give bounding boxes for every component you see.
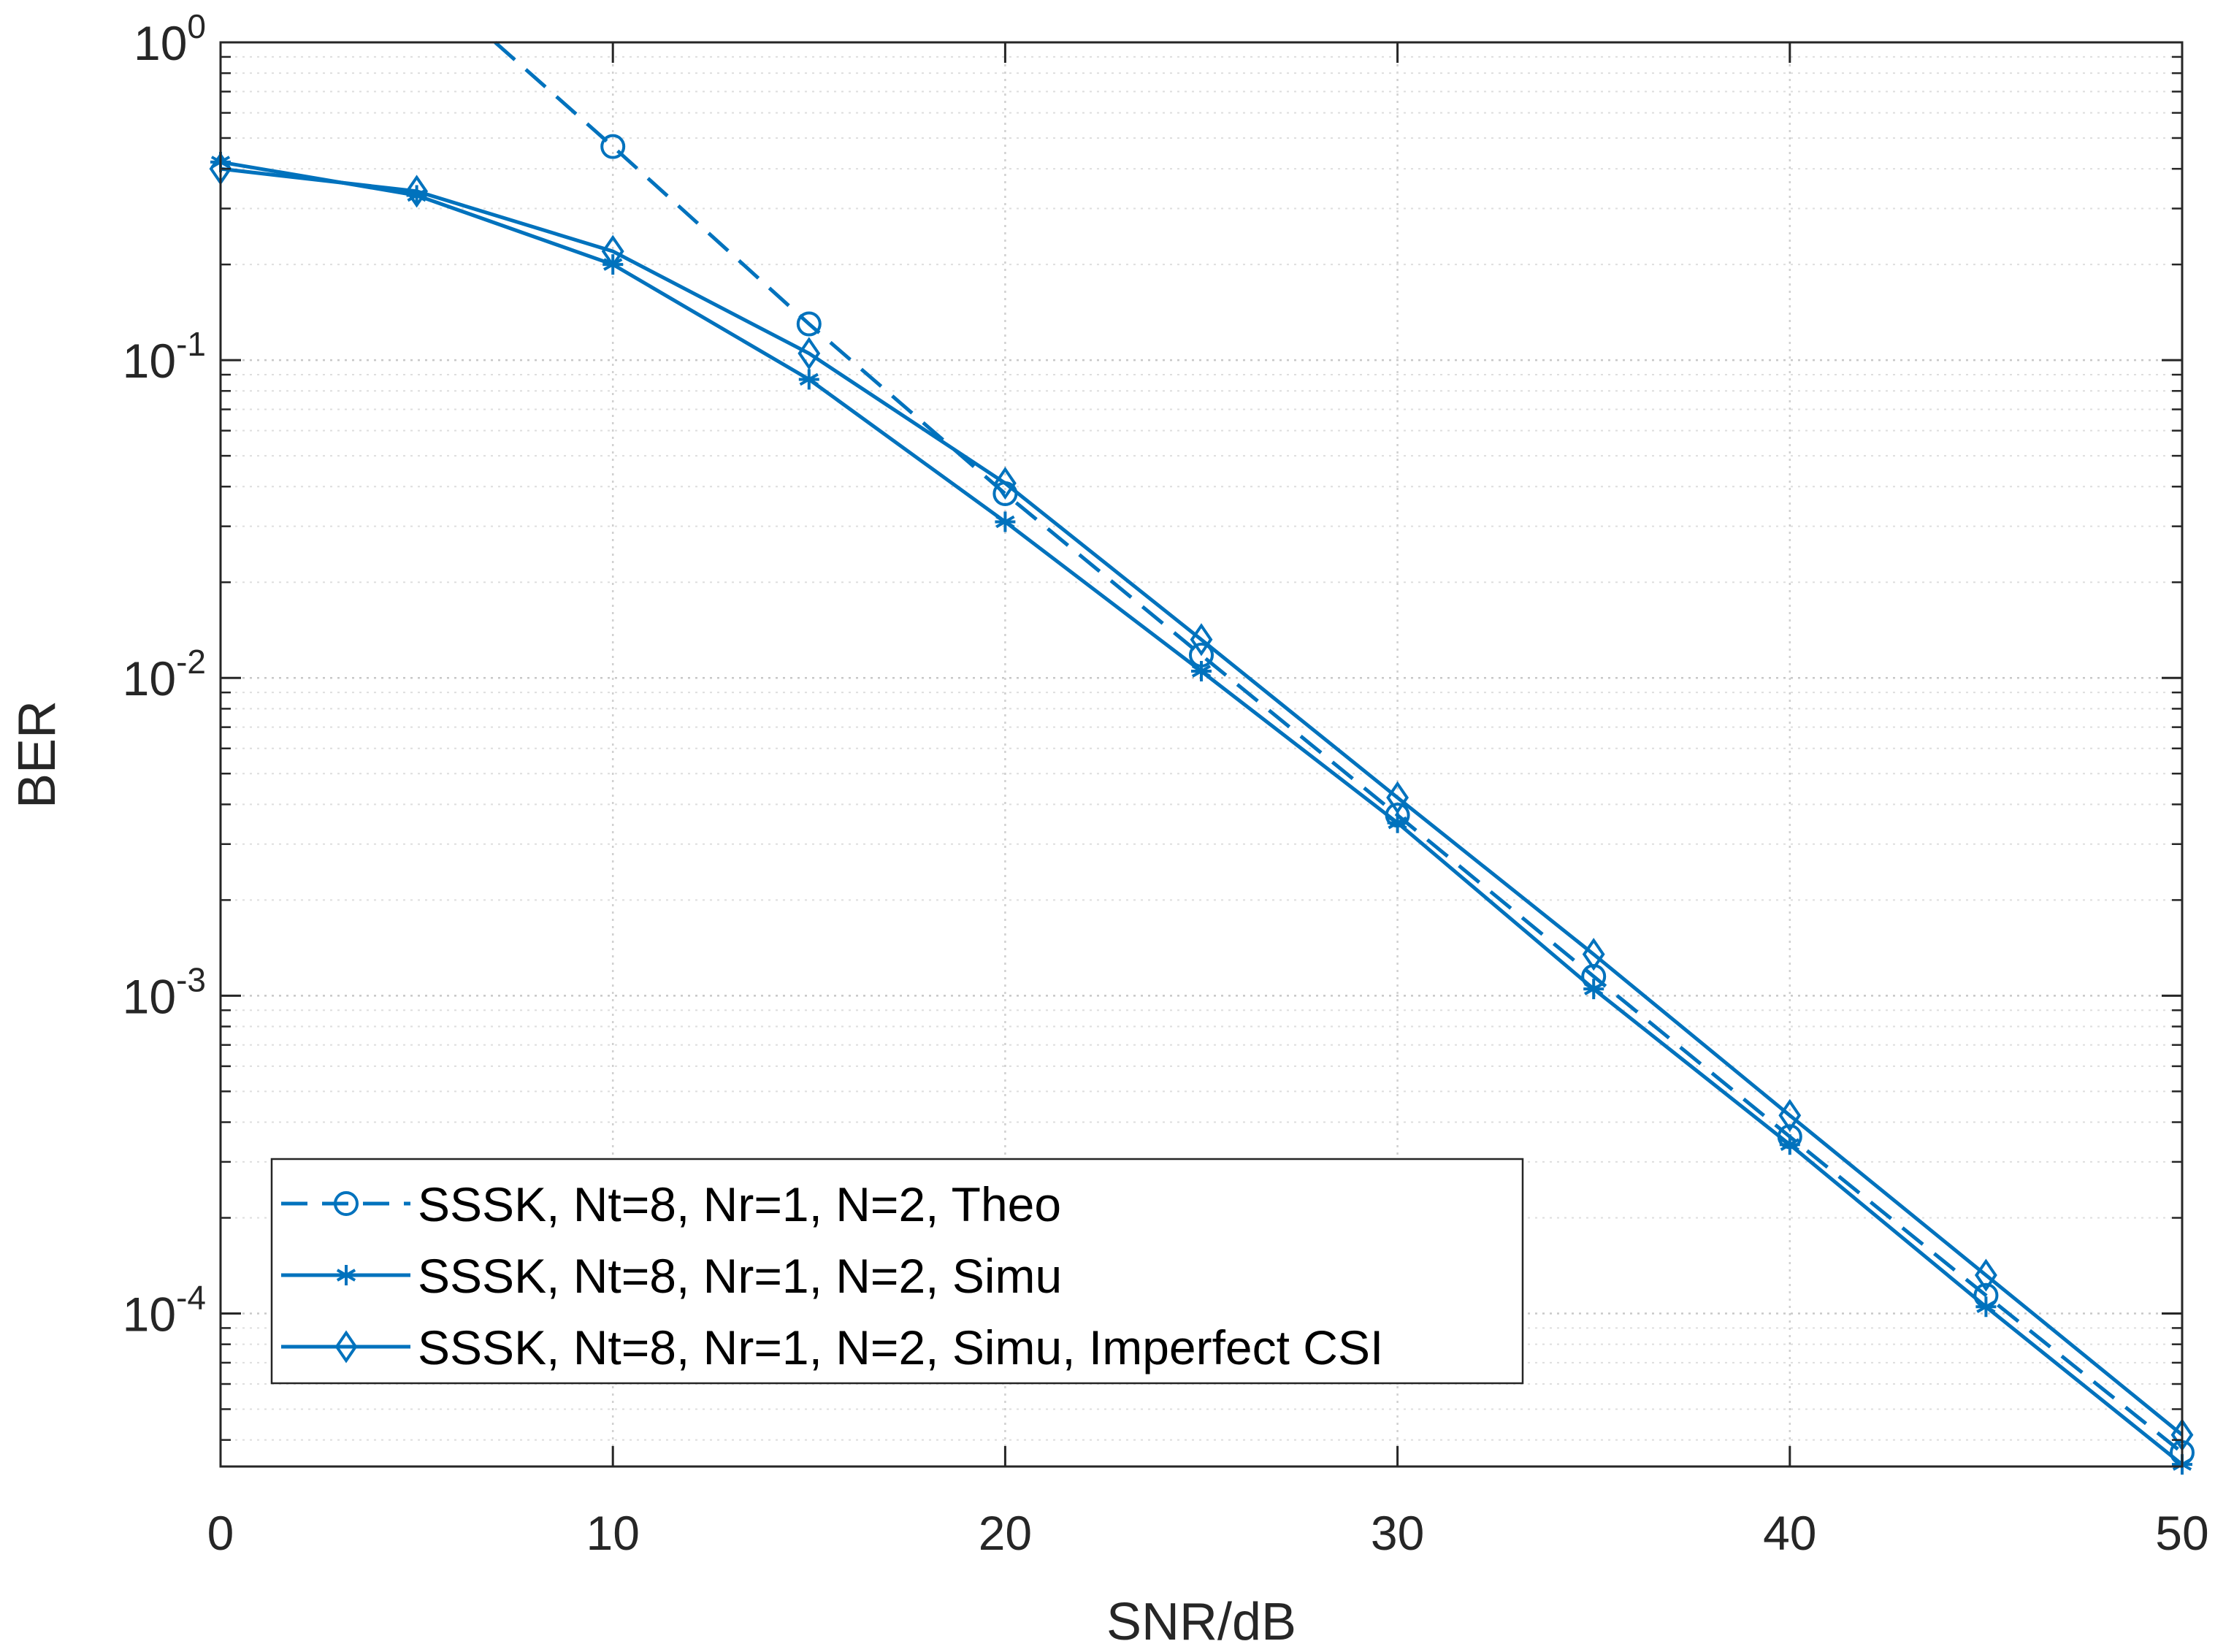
data-point-diamond (405, 175, 429, 208)
series-line (220, 167, 2184, 1437)
data-point-circle (334, 1191, 359, 1216)
legend-entry-3: SSSK, Nt=8, Nr=1, N=2, Simu, Imperfect C… (281, 1320, 1383, 1374)
data-point-diamond (1190, 623, 1213, 657)
legend-entry-2: SSSK, Nt=8, Nr=1, N=2, Simu (281, 1249, 1062, 1303)
y-axis-label: BER (8, 700, 66, 808)
x-tick-label: 40 (1763, 1506, 1816, 1560)
data-point-circle (796, 311, 822, 337)
legend: SSSK, Nt=8, Nr=1, N=2, Theo SSSK, Nt=8, N… (270, 1158, 1524, 1385)
x-tick-label: 10 (586, 1506, 639, 1560)
data-point-asterisk (1191, 661, 1212, 682)
data-point-asterisk (336, 1265, 356, 1285)
data-point-diamond (1386, 781, 1409, 814)
data-point-diamond (1974, 1258, 1997, 1292)
data-point-circle (600, 134, 626, 159)
data-point-diamond (1778, 1098, 1802, 1132)
legend-box (270, 1158, 1524, 1385)
series-layer (209, 41, 2195, 1475)
y-tick-label: 10-2 (123, 643, 206, 705)
legend-entries: SSSK, Nt=8, Nr=1, N=2, Theo SSSK, Nt=8, N… (281, 1177, 1383, 1374)
legend-entry-1: SSSK, Nt=8, Nr=1, N=2, Theo (281, 1177, 1061, 1231)
y-tick-label: 10-1 (123, 325, 206, 388)
data-point-diamond (601, 234, 624, 268)
y-tick-label: 100 (134, 7, 206, 70)
x-tick-label: 30 (1371, 1506, 1424, 1560)
x-axis-label: SNR/dB (1106, 1593, 1296, 1651)
series-3 (209, 152, 2194, 1452)
x-tick-label: 0 (207, 1506, 234, 1560)
tick-labels: 0 10 20 30 40 50 100 10-1 10-2 10-3 10-4 (123, 7, 2209, 1560)
series-line (494, 41, 2184, 1454)
legend-label: SSSK, Nt=8, Nr=1, N=2, Simu (418, 1249, 1062, 1303)
x-tick-label: 50 (2155, 1506, 2208, 1560)
x-tick-label: 20 (979, 1506, 1032, 1560)
data-point-asterisk (1387, 812, 1408, 833)
legend-label: SSSK, Nt=8, Nr=1, N=2, Theo (418, 1177, 1061, 1231)
y-tick-label: 10-3 (123, 960, 206, 1023)
tick-marks (219, 41, 2184, 1466)
data-point-asterisk (1975, 1296, 1997, 1318)
data-point-diamond (334, 1330, 358, 1364)
data-point-asterisk (1779, 1134, 1800, 1155)
y-tick-label: 10-4 (123, 1278, 206, 1341)
data-point-asterisk (798, 369, 819, 390)
data-point-diamond (993, 467, 1017, 500)
legend-label: SSSK, Nt=8, Nr=1, N=2, Simu, Imperfect C… (418, 1320, 1383, 1374)
data-point-asterisk (1583, 979, 1604, 1000)
data-point-asterisk (995, 511, 1016, 532)
data-point-diamond (797, 337, 821, 370)
data-point-diamond (1582, 938, 1605, 971)
axes-box (219, 41, 2184, 1468)
